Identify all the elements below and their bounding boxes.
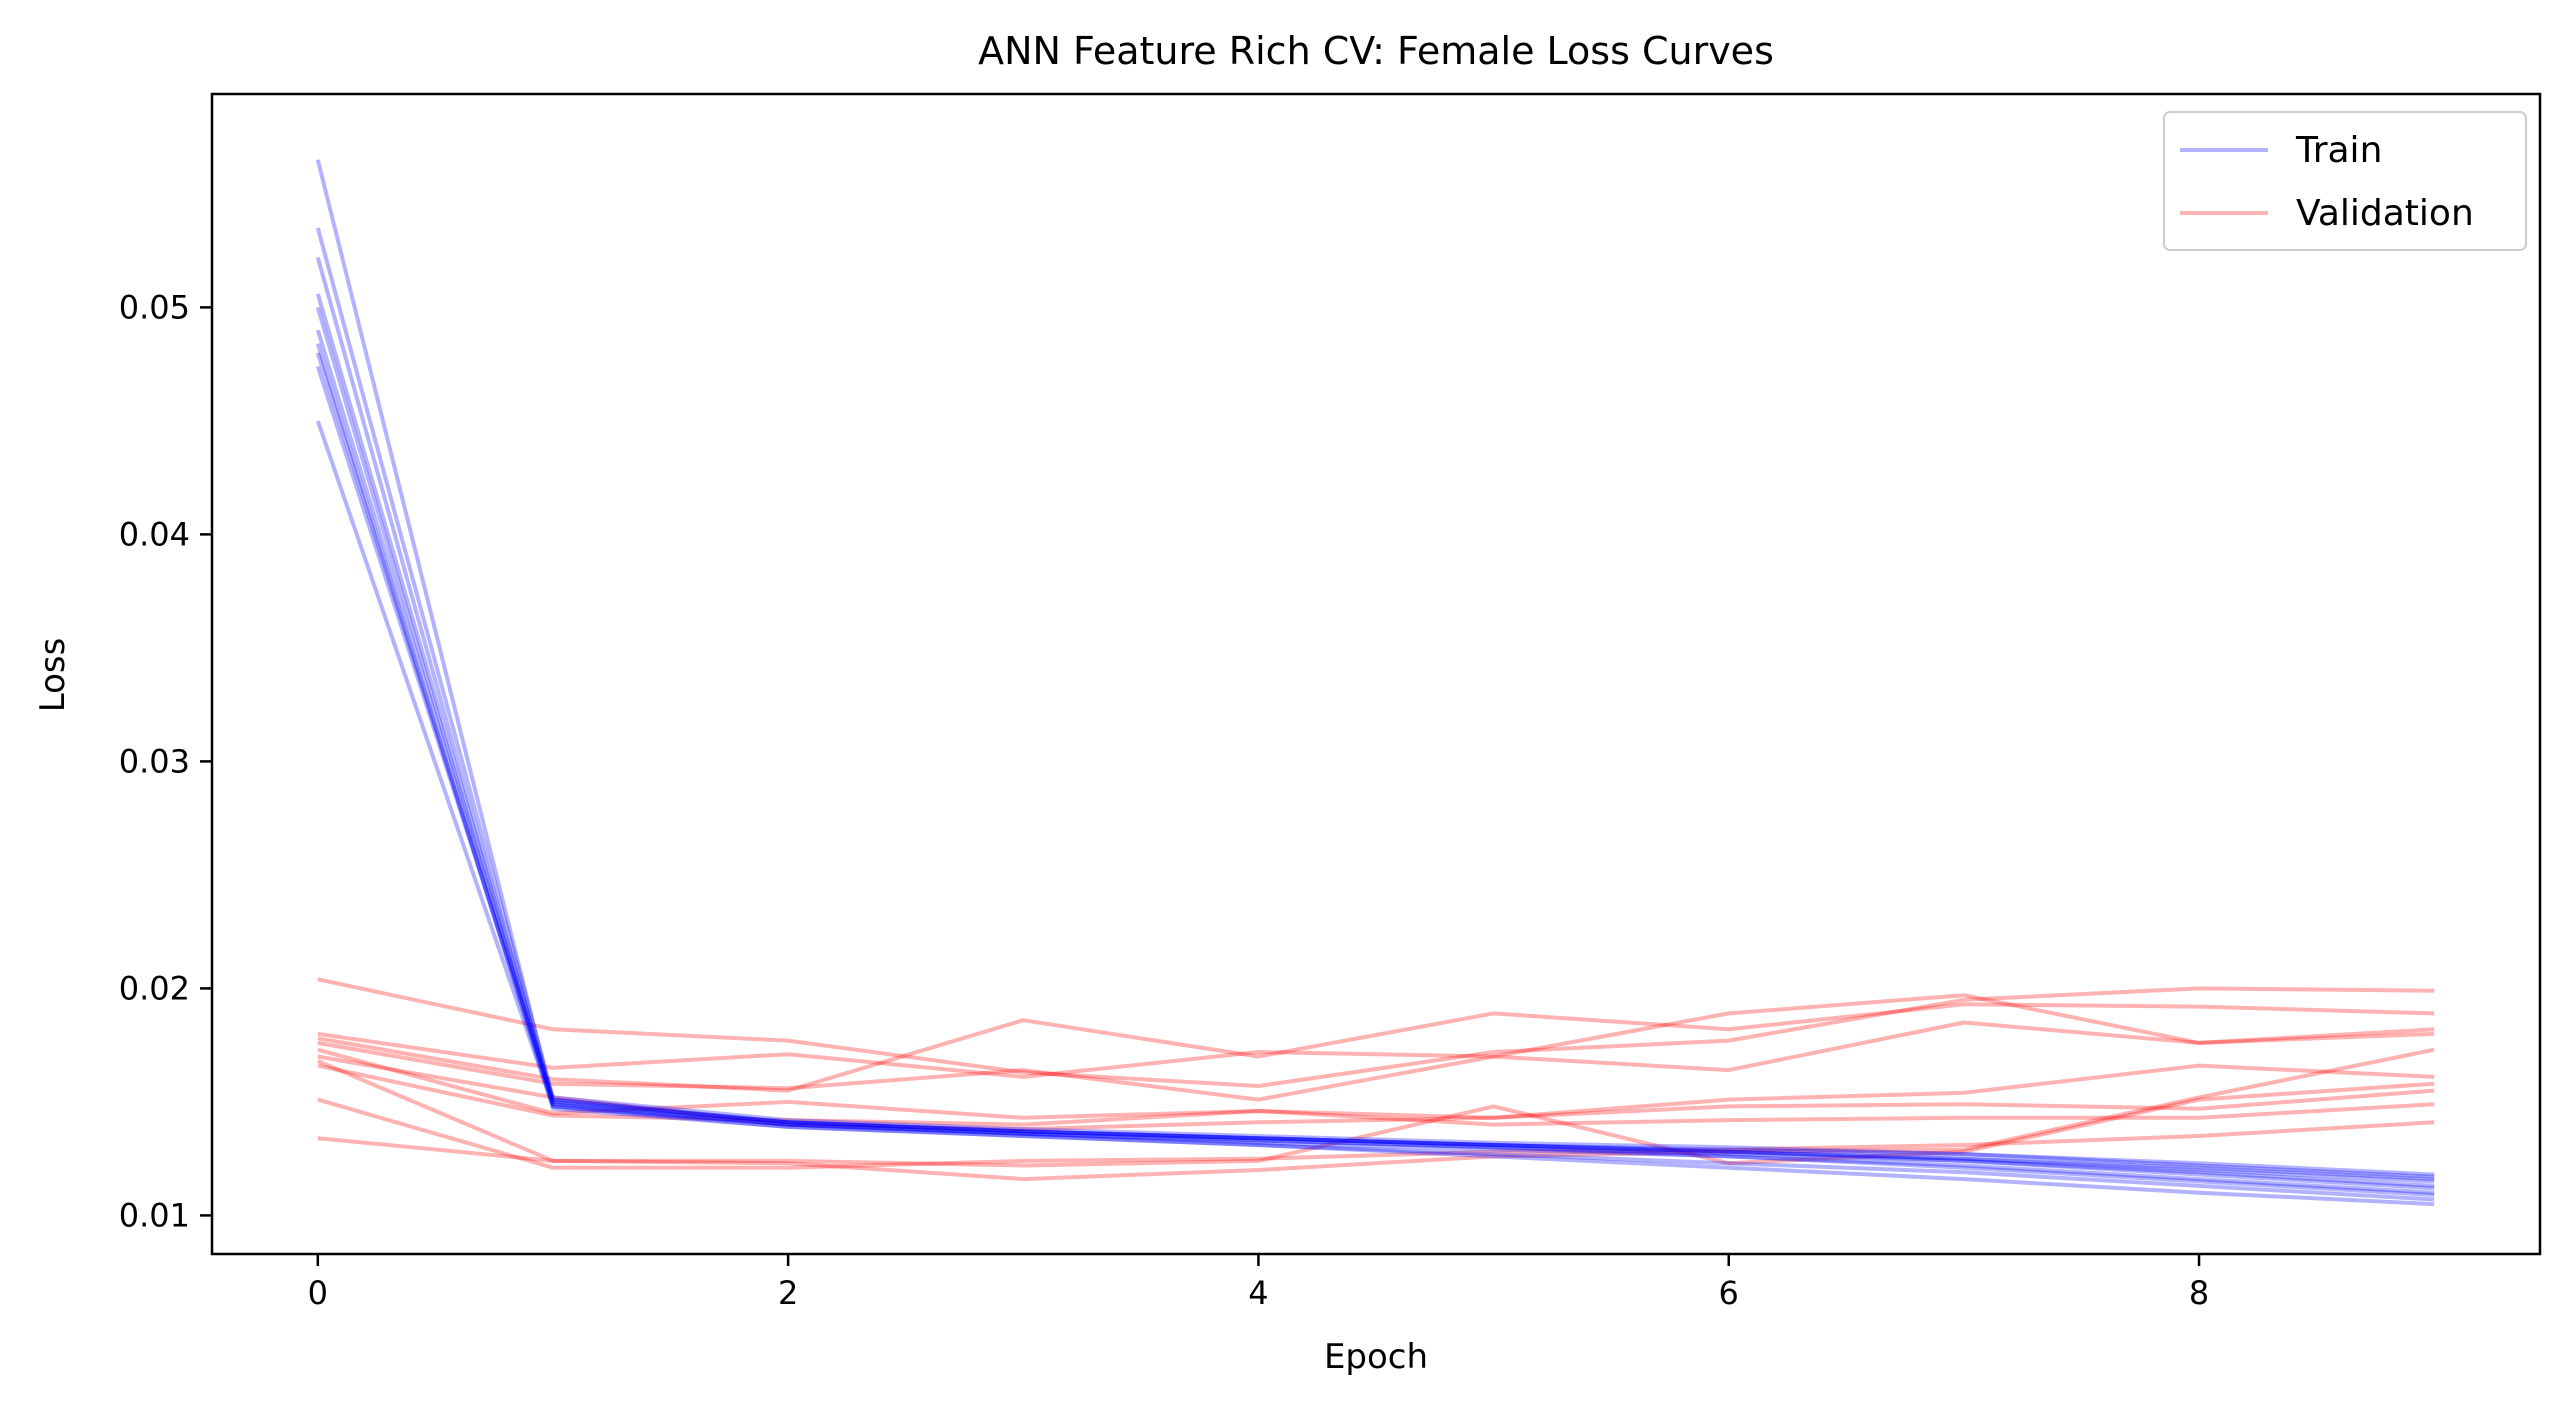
x-tick-label: 2 (778, 1274, 798, 1312)
y-tick-label: 0.04 (119, 515, 190, 553)
x-tick-label: 0 (308, 1274, 328, 1312)
y-axis-label: Loss (33, 638, 73, 713)
y-tick-label: 0.05 (119, 288, 190, 326)
validation-line-6 (317, 1054, 2435, 1132)
plot-frame (210, 92, 2542, 1256)
train-line-9 (315, 365, 2435, 1188)
validation-line-10 (317, 1047, 2435, 1182)
x-tick-label: 6 (1719, 1274, 1739, 1312)
train-line-6 (315, 329, 2435, 1177)
legend-box (2163, 111, 2527, 251)
train-line-5 (315, 306, 2435, 1195)
series-layer (315, 159, 2435, 1207)
legend-label-train: Train (2295, 130, 2382, 171)
y-tick-label: 0.02 (119, 969, 190, 1007)
ticks-layer: 0 2 4 6 8 0.01 0.02 0.03 0.04 0.05 (119, 288, 2209, 1312)
chart-title: ANN Feature Rich CV: Female Loss Curves (978, 29, 1774, 73)
train-line-1 (315, 159, 2435, 1184)
validation-line-9 (317, 1097, 2435, 1170)
x-tick-label: 4 (1248, 1274, 1268, 1312)
y-tick-label: 0.03 (119, 742, 190, 780)
legend-label-validation: Validation (2296, 193, 2474, 234)
train-line-4 (315, 293, 2435, 1182)
x-tick-label: 8 (2189, 1274, 2209, 1312)
train-line-10 (315, 420, 2435, 1207)
validation-line-3 (317, 1002, 2435, 1093)
y-tick-label: 0.01 (119, 1196, 190, 1234)
validation-line-1 (317, 977, 2435, 1088)
validation-line-5 (317, 1047, 2435, 1120)
validation-line-8 (317, 1063, 2435, 1127)
train-line-2 (315, 227, 2435, 1179)
validation-line-4 (317, 993, 2435, 1102)
validation-line-2 (317, 1020, 2435, 1079)
validation-line-7 (317, 1059, 2435, 1168)
legend: Train Validation (2163, 111, 2527, 251)
train-line-3 (315, 256, 2435, 1191)
x-axis-label: Epoch (1324, 1337, 1428, 1377)
train-line-7 (315, 343, 2435, 1202)
train-line-8 (315, 352, 2435, 1197)
